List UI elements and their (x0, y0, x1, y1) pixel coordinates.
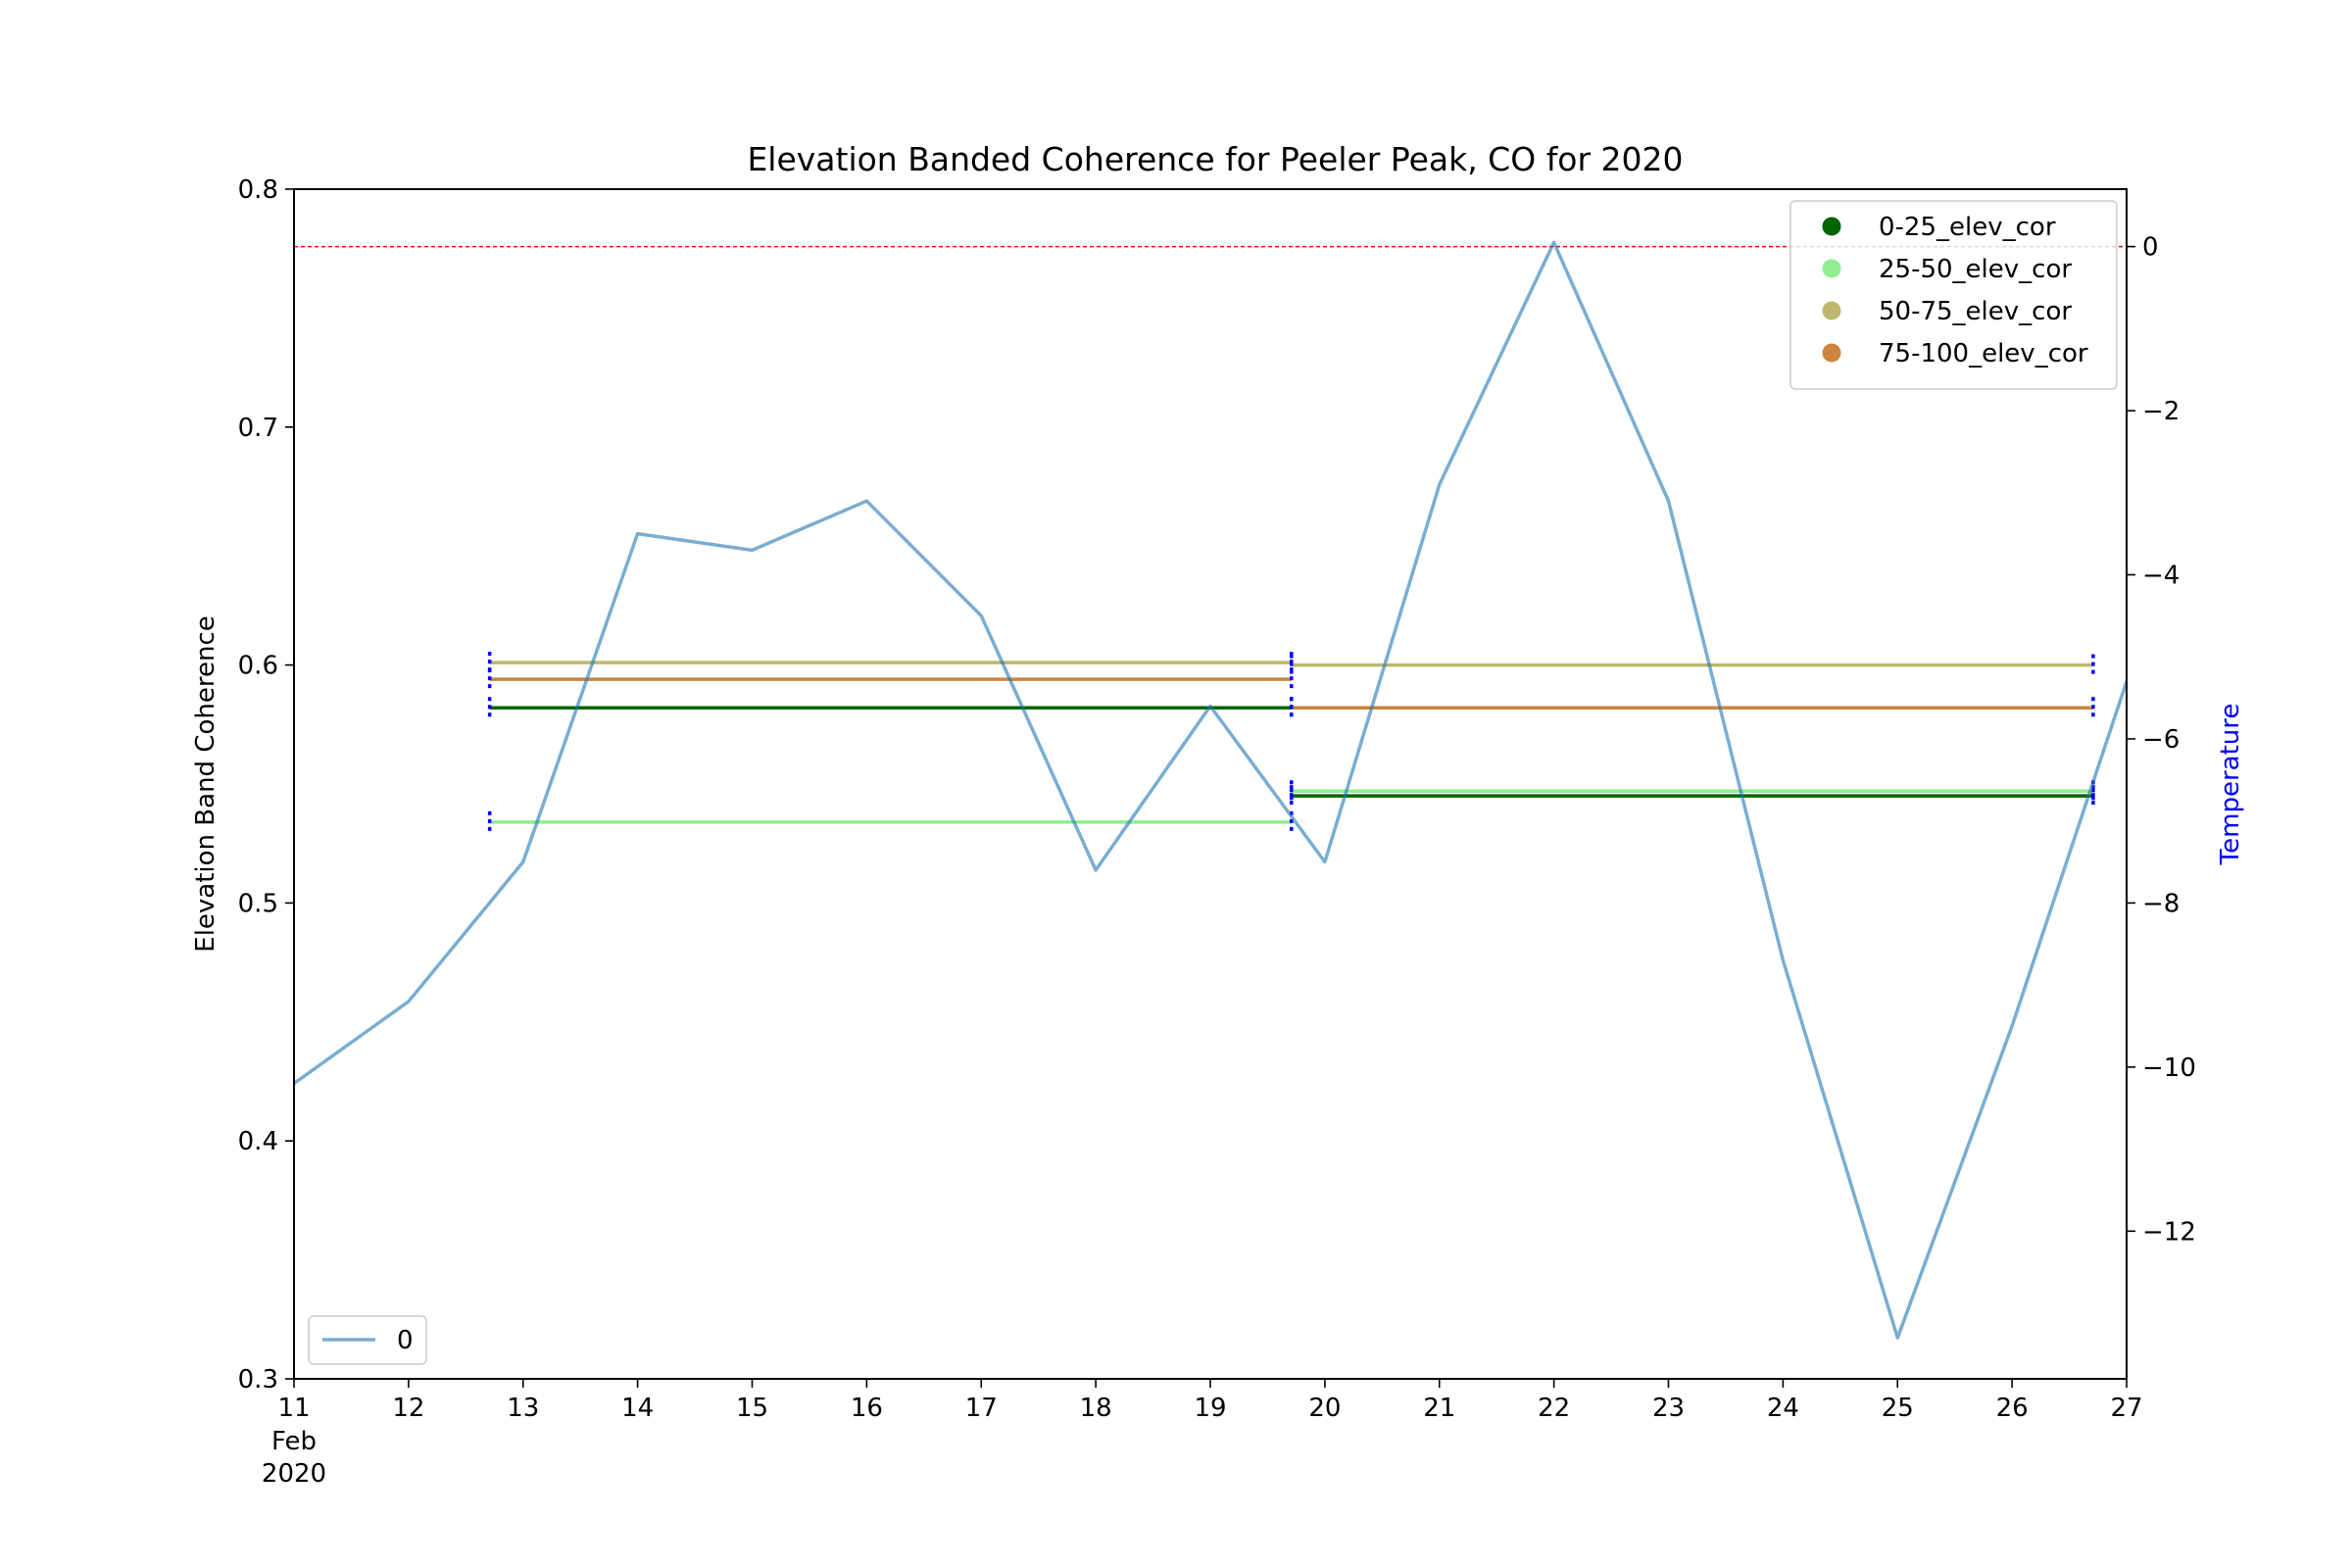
x-tick-sublabel: Feb (271, 1427, 317, 1456)
legend-label-25-50_elev_cor: 25-50_elev_cor (1879, 255, 2072, 284)
y2-tick-label: −12 (2142, 1217, 2196, 1247)
y2-tick-label: −10 (2142, 1054, 2196, 1083)
y-tick-label: 0.8 (238, 175, 278, 205)
x-tick-label: 27 (2110, 1394, 2142, 1423)
y2-tick-label: −6 (2142, 725, 2180, 755)
temperature-line (292, 240, 2129, 1340)
legend-marker-75-100_elev_cor (1822, 343, 1841, 363)
x-tick-sublabel: 2020 (262, 1459, 326, 1489)
y-tick-label: 0.6 (238, 652, 278, 681)
legend-box (1789, 200, 2118, 390)
y2-tick-label: 0 (2142, 233, 2159, 263)
y-tick-label: 0.7 (238, 414, 278, 443)
legend-marker-0-25_elev_cor (1822, 217, 1841, 236)
x-tick-label: 24 (1767, 1394, 1799, 1423)
x-tick-label: 14 (621, 1394, 654, 1423)
x-tick-label: 23 (1652, 1394, 1685, 1423)
x-tick-label: 15 (736, 1394, 768, 1423)
y-tick-label: 0.5 (238, 889, 278, 918)
legend-label-temperature: 0 (397, 1326, 414, 1355)
x-tick-label: 25 (1882, 1394, 1914, 1423)
x-tick-label: 13 (507, 1394, 539, 1423)
x-tick-label: 19 (1194, 1394, 1226, 1423)
x-tick-label: 17 (965, 1394, 998, 1423)
chart-title: Elevation Banded Coherence for Peeler Pe… (747, 140, 1683, 178)
x-tick-label: 16 (851, 1394, 883, 1423)
legend-label-50-75_elev_cor: 50-75_elev_cor (1879, 297, 2072, 326)
y-tick-label: 0.3 (238, 1365, 278, 1395)
y2-tick-label: −8 (2142, 889, 2180, 918)
y2-axis-label: Temperature (2216, 704, 2245, 866)
x-tick-label: 21 (1423, 1394, 1455, 1423)
x-tick-label: 18 (1080, 1394, 1112, 1423)
plot-area: 11 12 13 14 15 16 17 18 19 20 21 22 23 24 25 26 27 Feb 202… (238, 175, 2196, 1489)
x-tick-label: 26 (1996, 1394, 2029, 1423)
y-axis-label: Elevation Band Coherence (191, 615, 220, 952)
y2-tick-label: −4 (2142, 562, 2180, 591)
legend-label-75-100_elev_cor: 75-100_elev_cor (1879, 339, 2088, 368)
legend-marker-50-75_elev_cor (1822, 301, 1841, 320)
x-tick-label: 12 (392, 1394, 424, 1423)
x-tick-label: 11 (277, 1394, 310, 1423)
y2-tick-label: −2 (2142, 397, 2180, 426)
legend-marker-25-50_elev_cor (1822, 259, 1841, 278)
x-tick-label: 22 (1538, 1394, 1570, 1423)
y-tick-label: 0.4 (238, 1127, 278, 1156)
x-tick-label: 20 (1308, 1394, 1341, 1423)
legend-label-0-25_elev_cor: 0-25_elev_cor (1879, 213, 2056, 242)
